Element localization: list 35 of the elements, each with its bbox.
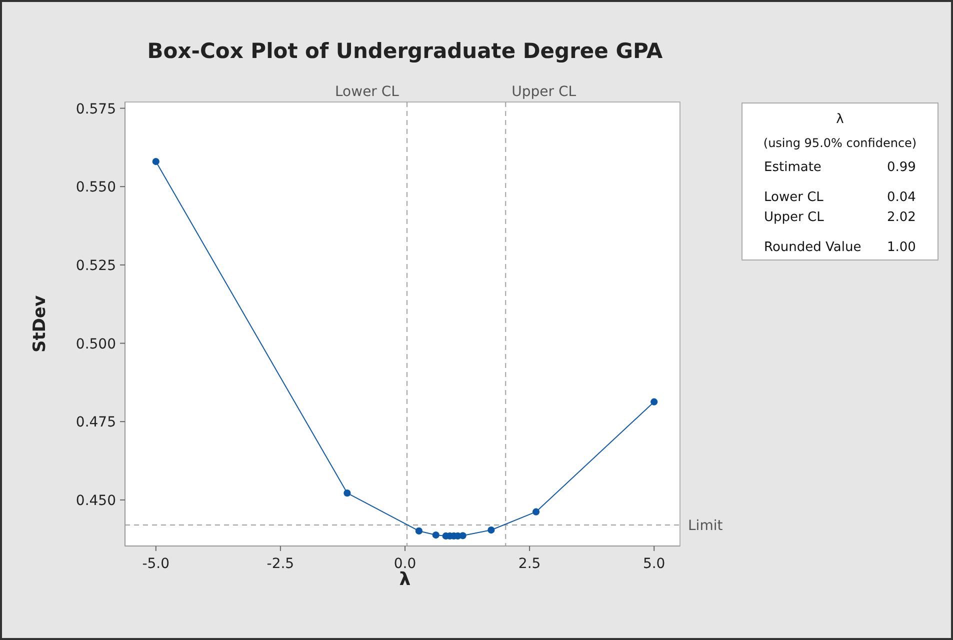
y-tick-label: 0.525 (76, 258, 116, 274)
point (532, 508, 540, 516)
y-tick-label: 0.450 (76, 492, 116, 509)
point (459, 532, 466, 540)
point (488, 526, 495, 534)
x-tick-label: -2.5 (266, 556, 294, 572)
x-tick-label: -5.0 (142, 556, 170, 572)
text: 2.02 (887, 210, 916, 225)
text: Lower CL (764, 190, 824, 205)
x-axis-title: λ (399, 569, 411, 590)
text: λ (836, 112, 844, 127)
x-tick-label: 5.0 (642, 556, 666, 572)
point (152, 158, 160, 166)
y-tick-label: 0.550 (76, 180, 116, 196)
ref-line-label: Upper CL (512, 84, 576, 100)
chart-title: Box-Cox Plot of Undergraduate Degree GPA (147, 39, 664, 63)
point (650, 398, 658, 406)
point (344, 489, 351, 497)
y-tick-label: 0.575 (76, 101, 116, 118)
y-tick-label: 0.500 (76, 336, 116, 352)
y-tick-label: 0.475 (76, 414, 116, 431)
text: Rounded Value (764, 240, 862, 255)
text: Estimate (764, 160, 822, 175)
x-tick-label: 2.5 (518, 556, 541, 572)
point (415, 527, 423, 535)
text: (using 95.0% confidence) (763, 136, 917, 150)
x-tick-label: 0.0 (394, 556, 416, 572)
text: 0.04 (887, 190, 916, 205)
ref-line-label: Limit (688, 518, 724, 534)
text: 0.99 (887, 160, 916, 175)
text: 1.00 (887, 240, 916, 255)
text: Upper CL (764, 210, 825, 225)
point (432, 531, 440, 539)
y-axis-title: StDev (30, 295, 50, 353)
ref-line-label: Lower CL (335, 84, 400, 100)
